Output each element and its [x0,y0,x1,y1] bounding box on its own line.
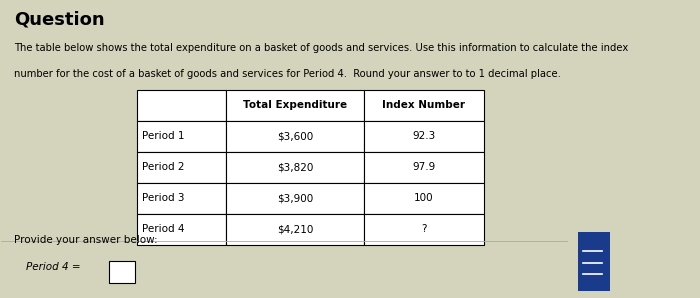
Text: Question: Question [14,10,104,28]
Text: Period 1: Period 1 [141,131,184,142]
Text: Period 3: Period 3 [141,193,184,204]
Text: Period 4 =: Period 4 = [26,262,80,272]
Bar [225,214,364,245]
Text: Total Expenditure: Total Expenditure [243,100,347,111]
Text: Provide your answer below:: Provide your answer below: [14,235,158,245]
Bar [225,152,364,183]
Text: $3,600: $3,600 [276,131,313,142]
Bar [364,90,484,121]
Text: The table below shows the total expenditure on a basket of goods and services. U: The table below shows the total expendit… [14,43,628,53]
Bar [136,90,225,121]
Text: Period 2: Period 2 [141,162,184,173]
Bar [136,183,225,214]
Bar [225,90,364,121]
Bar [136,121,225,152]
Bar [578,232,610,291]
Text: $4,210: $4,210 [276,224,313,235]
Text: Period 4: Period 4 [141,224,184,235]
Text: number for the cost of a basket of goods and services for Period 4.  Round your : number for the cost of a basket of goods… [14,69,561,79]
Text: ?: ? [421,224,427,235]
Bar [225,121,364,152]
Text: 92.3: 92.3 [412,131,435,142]
Bar [225,183,364,214]
Text: $3,900: $3,900 [276,193,313,204]
Bar [364,214,484,245]
Bar [136,152,225,183]
Text: Index Number: Index Number [382,100,466,111]
Bar [364,121,484,152]
Bar [109,261,135,283]
Bar [364,152,484,183]
Text: 97.9: 97.9 [412,162,435,173]
Text: 100: 100 [414,193,434,204]
Bar [364,183,484,214]
Text: $3,820: $3,820 [276,162,313,173]
Bar [136,214,225,245]
